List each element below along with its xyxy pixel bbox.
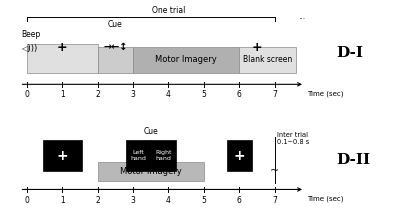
Text: 5: 5 bbox=[202, 90, 206, 99]
Text: D-I: D-I bbox=[336, 46, 363, 60]
Text: ...: ... bbox=[298, 12, 305, 21]
Text: +: + bbox=[56, 149, 68, 163]
Bar bbox=[239, 47, 296, 72]
Text: 0: 0 bbox=[24, 196, 29, 205]
Bar bbox=[133, 47, 239, 72]
Text: One trial: One trial bbox=[152, 6, 185, 15]
Text: Time (sec): Time (sec) bbox=[307, 196, 343, 202]
Text: 7: 7 bbox=[272, 196, 277, 205]
Bar bbox=[98, 47, 133, 72]
Text: Right
hand: Right hand bbox=[155, 150, 171, 161]
Text: ◁))): ◁))) bbox=[21, 44, 38, 53]
Text: +: + bbox=[252, 41, 262, 54]
Text: Motor Imagery: Motor Imagery bbox=[120, 167, 182, 176]
Text: 2: 2 bbox=[95, 196, 100, 205]
Text: D-II: D-II bbox=[336, 153, 370, 167]
Text: Inter trial
0.1~0.8 s: Inter trial 0.1~0.8 s bbox=[276, 132, 309, 145]
Text: Left
hand: Left hand bbox=[130, 150, 146, 161]
Text: 5: 5 bbox=[202, 196, 206, 205]
Text: 3: 3 bbox=[130, 90, 136, 99]
Text: Motor Imagery: Motor Imagery bbox=[155, 55, 217, 64]
Text: 7: 7 bbox=[272, 90, 277, 99]
Text: 2: 2 bbox=[95, 90, 100, 99]
Text: +: + bbox=[234, 149, 245, 163]
Text: 1: 1 bbox=[60, 90, 64, 99]
Bar bbox=[227, 140, 252, 171]
Text: 4: 4 bbox=[166, 90, 171, 99]
Text: →←↕: →←↕ bbox=[103, 42, 128, 52]
Bar bbox=[27, 44, 98, 72]
Text: ~: ~ bbox=[270, 166, 280, 176]
Text: 6: 6 bbox=[237, 90, 242, 99]
Text: 3: 3 bbox=[130, 196, 136, 205]
Bar bbox=[126, 140, 151, 171]
Text: 4: 4 bbox=[166, 196, 171, 205]
Bar bbox=[42, 140, 82, 171]
Text: Blank screen: Blank screen bbox=[243, 55, 292, 64]
Text: Time (sec): Time (sec) bbox=[307, 90, 343, 97]
Text: Cue: Cue bbox=[143, 127, 158, 136]
Text: 0: 0 bbox=[24, 90, 29, 99]
Text: Cue: Cue bbox=[108, 19, 123, 28]
Text: 1: 1 bbox=[60, 196, 64, 205]
Text: Beep: Beep bbox=[21, 30, 40, 39]
Bar bbox=[151, 140, 176, 171]
Text: 6: 6 bbox=[237, 196, 242, 205]
Bar bbox=[98, 162, 204, 181]
Text: +: + bbox=[57, 41, 68, 54]
